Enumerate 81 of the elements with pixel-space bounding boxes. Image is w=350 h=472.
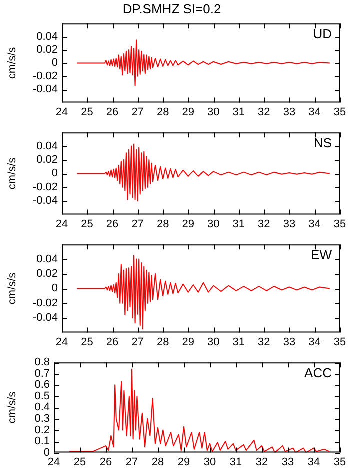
- annotation: EW: [311, 248, 333, 263]
- y-tick-label: -0.02: [32, 181, 58, 194]
- y-axis-title: cm/s/s: [6, 391, 19, 424]
- x-tick-label: 32: [256, 456, 268, 468]
- y-tick-label: -0.02: [32, 297, 58, 310]
- x-tick-label: 35: [334, 106, 346, 118]
- y-tick-label: 0.7: [34, 368, 50, 380]
- y-tick-label: 0.3: [34, 413, 50, 426]
- y-tick-label: 0.04: [36, 140, 58, 152]
- y-tick-label: 0.4: [34, 402, 50, 414]
- x-tick-label: 26: [106, 336, 119, 348]
- x-tick-label: 26: [100, 456, 112, 468]
- x-tick-label: 24: [56, 336, 68, 348]
- x-tick-label: 34: [308, 218, 321, 230]
- x-tick-label: 24: [56, 218, 68, 230]
- x-tick-label: 31: [230, 456, 242, 468]
- y-tick-label: -0.02: [32, 70, 58, 82]
- y-tick-label: 0.02: [36, 44, 58, 56]
- y-tick-label: 0.6: [34, 379, 50, 392]
- x-tick-label: 31: [232, 218, 246, 230]
- x-tick-label: 28: [156, 336, 170, 348]
- x-tick-label: 30: [208, 106, 220, 118]
- x-tick-label: 26: [106, 106, 119, 118]
- y-axis-title: cm/s/s: [6, 272, 19, 305]
- x-tick-label: 25: [74, 456, 86, 468]
- x-tick-label: 24: [56, 106, 68, 118]
- x-tick-label: 28: [156, 106, 170, 118]
- y-tick-label: 0.8: [34, 356, 50, 369]
- x-tick-label: 32: [258, 218, 270, 230]
- x-tick-label: 27: [132, 218, 144, 230]
- x-tick-label: 33: [283, 336, 296, 348]
- x-tick-label: 30: [204, 456, 216, 468]
- y-tick-label: 0.04: [36, 253, 58, 266]
- x-tick-label: 27: [132, 336, 144, 348]
- x-tick-label: 35: [334, 336, 346, 348]
- x-tick-label: 29: [182, 106, 194, 118]
- x-tick-label: 25: [81, 106, 94, 118]
- x-tick-label: 35: [334, 218, 346, 230]
- x-tick-label: 28: [152, 456, 164, 468]
- x-tick-label: 35: [334, 456, 346, 468]
- x-tick-label: 29: [182, 218, 194, 230]
- y-tick-label: -0.04: [32, 195, 58, 208]
- x-tick-label: 25: [81, 218, 94, 230]
- y-tick-label: -0.04: [32, 312, 58, 324]
- x-tick-label: 31: [232, 106, 246, 118]
- x-tick-label: 30: [208, 336, 220, 348]
- x-tick-label: 27: [126, 456, 138, 468]
- y-tick-label: 0: [52, 57, 58, 70]
- y-axis-title: cm/s/s: [6, 46, 19, 80]
- y-tick-label: 0.5: [34, 390, 50, 402]
- chart-title: DP.SMHZ SI=0.2: [122, 1, 222, 16]
- annotation: ACC: [304, 366, 332, 381]
- annotation: UD: [313, 26, 332, 42]
- y-tick-label: -0.04: [32, 84, 58, 96]
- x-tick-label: 26: [106, 218, 119, 230]
- y-tick-label: 0.04: [36, 30, 58, 43]
- x-tick-label: 31: [232, 336, 246, 348]
- x-tick-label: 33: [283, 218, 296, 230]
- x-tick-label: 33: [282, 456, 294, 468]
- x-tick-label: 29: [178, 456, 190, 468]
- x-tick-label: 34: [308, 106, 321, 118]
- annotation: NS: [314, 136, 332, 151]
- x-tick-label: 25: [81, 336, 94, 348]
- y-axis-title: cm/s/s: [6, 157, 19, 190]
- x-tick-label: 30: [208, 218, 220, 230]
- x-tick-label: 33: [283, 106, 296, 118]
- x-tick-label: 32: [258, 336, 270, 348]
- y-tick-label: 0.1: [34, 436, 50, 448]
- x-tick-label: 34: [308, 456, 320, 468]
- y-tick-label: 0: [52, 168, 58, 180]
- x-tick-label: 28: [156, 218, 170, 230]
- y-tick-label: 0.02: [36, 268, 58, 280]
- x-tick-label: 34: [308, 336, 321, 348]
- x-tick-label: 27: [132, 106, 144, 118]
- y-tick-label: 0.02: [36, 154, 58, 166]
- x-tick-label: 29: [182, 336, 194, 348]
- x-tick-label: 24: [48, 456, 60, 468]
- y-tick-label: 0: [52, 282, 58, 295]
- x-tick-label: 32: [258, 106, 270, 118]
- y-tick-label: 0: [44, 446, 50, 459]
- y-tick-label: 0.2: [34, 424, 50, 436]
